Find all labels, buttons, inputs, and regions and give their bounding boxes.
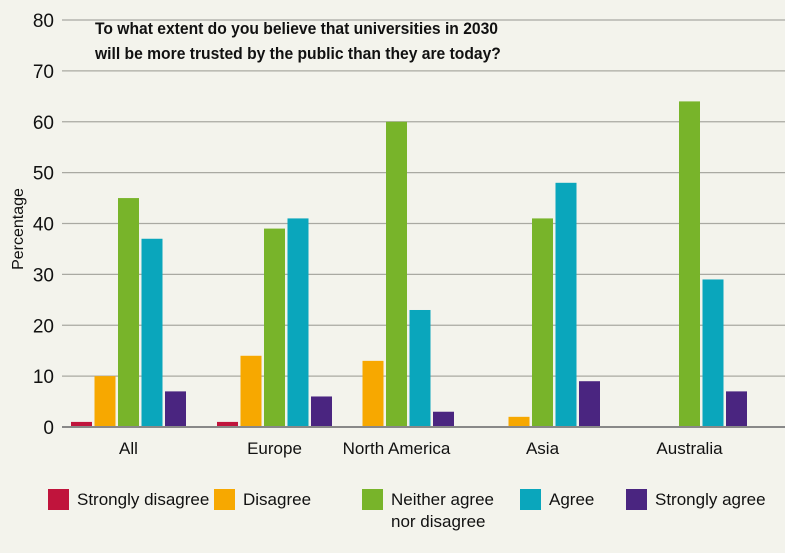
bar-all-strongly-disagree	[71, 421, 92, 427]
x-tick-label: Asia	[526, 439, 560, 458]
legend-item-strongly-agree: Strongly agree	[626, 489, 766, 511]
bar-all-strongly-agree	[165, 391, 186, 427]
bar-all-neither-agree-nor-disagree	[118, 198, 139, 427]
bar-europe-disagree	[240, 355, 262, 427]
legend-label: Disagree	[243, 490, 312, 509]
bar-asia-strongly-agree	[579, 381, 600, 427]
chart-title: To what extent do you believe that unive…	[95, 16, 501, 66]
legend-label: Agree	[549, 490, 595, 509]
legend-label: Strongly disagree	[77, 490, 210, 509]
x-tick-label: Europe	[247, 439, 302, 458]
legend-label: Neither agree nor disagree	[391, 490, 495, 531]
bar-australia-agree	[702, 279, 724, 427]
x-tick-label: All	[119, 439, 138, 458]
legend-swatch	[362, 489, 383, 510]
bar-asia-disagree	[508, 416, 530, 427]
legend-swatch	[48, 489, 69, 510]
y-tick-label: 20	[33, 316, 54, 337]
y-tick-label: 80	[33, 11, 54, 32]
bar-all-agree	[141, 238, 163, 427]
legend-swatch	[520, 489, 541, 510]
x-tick-label: Australia	[656, 439, 723, 458]
bar-europe-strongly-disagree	[217, 421, 238, 427]
legend-item-disagree: Disagree	[214, 489, 311, 511]
y-tick-label: 50	[33, 164, 54, 185]
bar-asia-agree	[555, 182, 577, 427]
y-tick-label: 60	[33, 113, 54, 134]
bar-europe-agree	[287, 218, 309, 427]
bar-europe-strongly-agree	[311, 396, 332, 427]
legend-swatch	[214, 489, 235, 510]
bar-north-america-disagree	[362, 360, 384, 427]
bar-europe-neither-agree-nor-disagree	[264, 228, 285, 427]
legend-item-neither: Neither agree nor disagree	[362, 489, 494, 533]
chart-title-line-1: To what extent do you believe that unive…	[95, 19, 498, 38]
chart-title-line-2: will be more trusted by the public than …	[95, 44, 501, 63]
y-tick-label: 30	[33, 265, 54, 286]
x-tick-label: North America	[343, 439, 451, 458]
bar-north-america-neither-agree-nor-disagree	[386, 121, 407, 427]
legend-swatch	[626, 489, 647, 510]
y-tick-label: 10	[33, 367, 54, 388]
legend-label: Strongly agree	[655, 490, 766, 509]
bar-australia-neither-agree-nor-disagree	[679, 101, 700, 428]
bar-north-america-agree	[409, 309, 431, 427]
y-tick-label: 0	[43, 418, 54, 439]
legend-item-agree: Agree	[520, 489, 594, 511]
y-tick-label: 40	[33, 215, 54, 236]
bar-all-disagree	[94, 376, 116, 427]
y-axis-label: Percentage	[9, 188, 27, 270]
bar-australia-strongly-agree	[726, 391, 747, 427]
bar-asia-neither-agree-nor-disagree	[532, 218, 553, 427]
bar-north-america-strongly-agree	[433, 411, 454, 427]
legend-item-strongly-disagree: Strongly disagree	[48, 489, 209, 511]
y-tick-label: 70	[33, 62, 54, 83]
